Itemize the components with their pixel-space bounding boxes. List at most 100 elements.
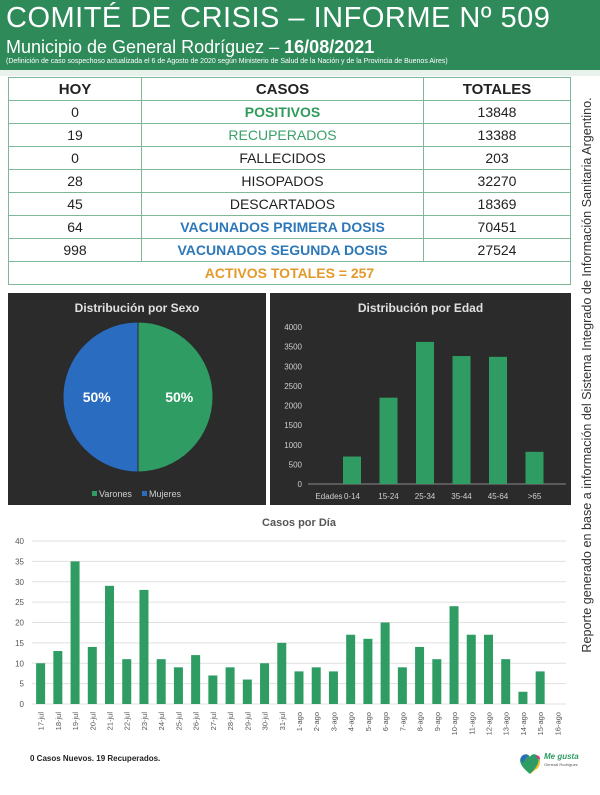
daily-bar [242,679,252,704]
municipality-logo: Me gusta General Rodríguez [516,748,579,782]
age-bar [489,356,507,484]
daily-xtick-label: 12-ago [484,712,493,735]
total-cell: 13848 [423,100,571,124]
header-divider [0,70,600,76]
age-ytick-label: 3000 [284,362,302,371]
age-xtick-label: >65 [528,492,542,501]
age-ytick-label: 3500 [284,343,302,352]
age-xtick-label: 45-64 [488,492,509,501]
daily-xtick-label: 21-jul [106,712,115,731]
col-header-casos: CASOS [141,77,424,101]
age-ytick-label: 1500 [284,421,302,430]
daily-xtick-label: 10-ago [450,712,459,735]
daily-chart-title: Casos por Día [262,517,337,529]
age-xtick-label: 0-14 [344,492,361,501]
daily-xtick-label: 14-ago [519,712,528,735]
daily-bar [415,646,425,704]
daily-ytick-label: 25 [15,598,24,607]
daily-xtick-label: 25-jul [174,712,183,731]
age-bar-chart: 0 500 1000 1500 2000 2500 3000 3500 4000 Edades 0-… [284,323,566,501]
daily-bar [518,691,528,704]
daily-bar [466,634,476,704]
daily-ytick-label: 15 [15,639,24,648]
daily-xtick-label: 3-ago [329,712,338,731]
definition-note: (Definición de caso sospechoso actualiza… [6,58,448,65]
age-bar [379,397,398,484]
age-xtick-label: 35-44 [451,492,472,501]
daily-xtick-label: 6-ago [381,712,390,731]
age-bar [452,356,471,484]
daily-xtick-label: 16-ago [553,712,562,735]
caso-cell: POSITIVOS [141,100,424,124]
age-ytick-label: 2000 [284,402,302,411]
daily-bar [139,589,149,704]
daily-bar [53,651,63,704]
daily-xtick-label: 2-ago [312,712,321,731]
legend-swatch-mujeres [142,491,147,496]
pie-slice-mujeres [62,321,139,473]
total-cell: 70451 [423,215,571,239]
daily-ytick-label: 30 [15,578,24,587]
daily-bar [397,667,407,704]
daily-xtick-label: 13-ago [502,712,511,735]
total-cell: 18369 [423,192,571,216]
daily-bar [328,671,338,704]
daily-bar [156,659,166,704]
daily-ytick-label: 10 [15,659,24,668]
daily-ytick-label: 20 [15,619,24,628]
total-cell: 32270 [423,169,571,193]
daily-ytick-label: 0 [20,700,25,709]
daily-xtick-label: 26-jul [192,712,201,731]
daily-xtick-label: 22-jul [123,712,132,731]
caso-cell: FALLECIDOS [141,146,424,170]
daily-xtick-label: 23-jul [140,712,149,731]
total-cell: 13388 [423,123,571,147]
daily-xtick-label: 29-jul [243,712,252,731]
daily-bar [36,663,46,704]
sex-distribution-panel: Distribución por Sexo 50% 50% Varones Mujer… [8,293,266,505]
daily-bar [501,659,511,704]
table-row: 998 VACUNADOS SEGUNDA DOSIS 27524 [8,238,571,262]
daily-xtick-label: 28-jul [226,712,235,731]
daily-xtick-label: 11-ago [467,712,476,735]
daily-bar [277,642,287,704]
logo-subtext: General Rodríguez [544,762,578,767]
age-xtick-label: 25-34 [415,492,436,501]
daily-xtick-label: 5-ago [364,712,373,731]
daily-bar [294,671,304,704]
hoy-cell: 19 [8,123,142,147]
daily-bar [432,659,442,704]
daily-bar [449,606,459,704]
pie-data-label: 50% [83,389,112,405]
daily-bar [363,638,373,704]
daily-xtick-label: 15-ago [536,712,545,735]
caso-cell: HISOPADOS [141,169,424,193]
daily-bar [225,667,235,704]
daily-ytick-label: 5 [20,680,25,689]
age-ytick-label: 1000 [284,441,302,450]
report-header: COMITÉ DE CRISIS – INFORME Nº 509 Munici… [0,0,600,70]
hoy-cell: 998 [8,238,142,262]
age-ytick-label: 500 [289,460,303,469]
legend-swatch-varones [92,491,97,496]
total-cell: 27524 [423,238,571,262]
table-row: 0 FALLECIDOS 203 [8,146,571,170]
report-subtitle: Municipio de General Rodríguez – 16/08/2… [6,37,374,58]
heart-logo-icon [520,754,540,774]
daily-bar [122,659,132,704]
daily-bar [483,634,493,704]
table-header-row: HOY CASOS TOTALES [8,77,571,101]
daily-cases-chart: Casos por Día 0 5 10 15 20 25 30 35 40 17-jul 18-ju… [15,517,566,735]
daily-xtick-label: 1-ago [295,712,304,731]
age-ytick-label: 2500 [284,382,302,391]
daily-bar [70,561,80,704]
col-header-hoy: HOY [8,77,142,101]
daily-ytick-label: 40 [15,537,24,546]
age-bar [525,451,544,484]
activos-totales: ACTIVOS TOTALES = 257 [8,261,571,285]
pie-slice-varones [137,321,214,473]
daily-ytick-label: 35 [15,557,24,566]
footnote: 0 Casos Nuevos. 19 Recuperados. [30,754,161,763]
municipality-label: Municipio de General Rodríguez – [6,37,285,57]
table-row: 45 DESCARTADOS 18369 [8,192,571,216]
